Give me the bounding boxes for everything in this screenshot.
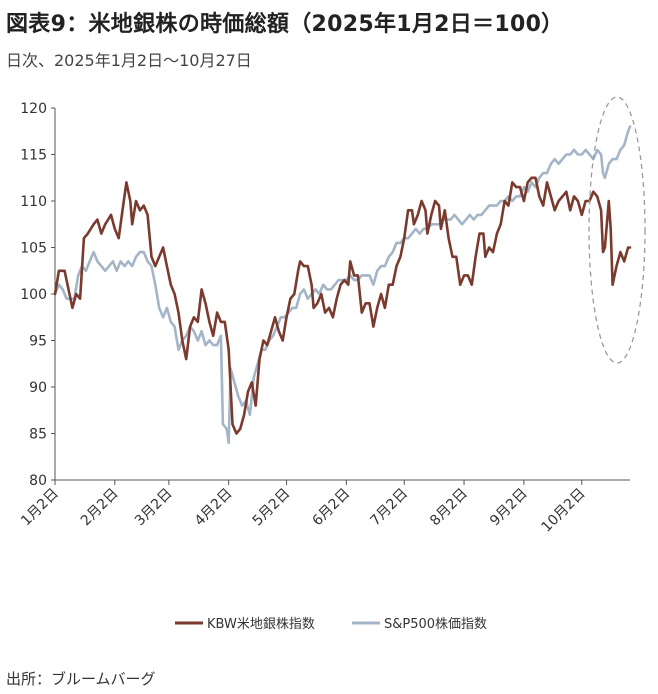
chart-series: [53, 125, 632, 445]
x-tick-label: 2月2日: [78, 486, 122, 530]
y-tick-label: 120: [20, 101, 47, 117]
y-tick-label: 80: [29, 473, 47, 489]
chart-axes: 80 85 90 95 100 105 110 115 120 1月2日 2月2日 3月2日 4月2日 5…: [18, 101, 630, 536]
y-tick-label: 85: [29, 427, 47, 443]
x-tick-label: 6月2日: [309, 486, 353, 530]
y-tick-label: 110: [20, 194, 47, 210]
x-tick-label: 1月2日: [18, 486, 62, 530]
page-title: 図表9：米地銀株の時価総額（2025年1月2日＝100）: [6, 12, 564, 37]
series-line-sp500: [53, 125, 632, 445]
x-tick-label: 8月2日: [427, 486, 471, 530]
page-subtitle: 日次、2025年1月2日～10月27日: [6, 51, 252, 70]
y-tick-label: 95: [29, 334, 47, 350]
y-tick-label: 100: [20, 287, 47, 303]
legend-label: KBW米地銀株指数: [207, 617, 315, 632]
x-tick-label: 10月2日: [539, 486, 589, 536]
highlight-ellipse: [588, 96, 646, 364]
line-chart: 80 85 90 95 100 105 110 115 120 1月2日 2月2日 3月2日 4月2日 5…: [18, 96, 646, 632]
x-tick-label: 9月2日: [487, 486, 531, 530]
x-tick-label: 4月2日: [192, 486, 236, 530]
y-tick-label: 90: [29, 380, 47, 396]
x-tick-label: 5月2日: [250, 486, 294, 530]
chart-legend: KBW米地銀株指数 S&P500株価指数: [175, 617, 487, 632]
y-tick-label: 115: [20, 148, 47, 164]
source-note: 出所：ブルームバーグ: [6, 670, 156, 688]
series-line-kbw: [53, 176, 632, 435]
x-tick-label: 3月2日: [132, 486, 176, 530]
y-tick-label: 105: [20, 241, 47, 257]
x-tick-label: 7月2日: [367, 486, 411, 530]
legend-label: S&P500株価指数: [384, 617, 487, 632]
